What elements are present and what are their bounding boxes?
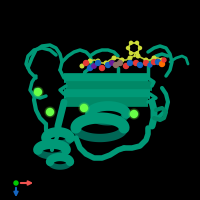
Circle shape xyxy=(96,60,101,66)
Circle shape xyxy=(152,56,156,60)
Circle shape xyxy=(160,62,164,66)
Circle shape xyxy=(80,104,88,112)
Circle shape xyxy=(35,88,42,96)
Circle shape xyxy=(114,62,118,68)
Circle shape xyxy=(33,87,43,97)
Circle shape xyxy=(112,56,116,60)
Circle shape xyxy=(80,64,84,68)
Circle shape xyxy=(46,108,54,116)
Circle shape xyxy=(144,60,148,66)
Circle shape xyxy=(148,63,152,67)
Circle shape xyxy=(96,59,100,63)
Circle shape xyxy=(84,60,88,66)
Circle shape xyxy=(129,109,139,119)
Circle shape xyxy=(130,110,138,117)
Circle shape xyxy=(162,58,166,62)
Circle shape xyxy=(136,41,138,44)
Circle shape xyxy=(134,60,138,66)
Circle shape xyxy=(100,66,104,71)
Circle shape xyxy=(138,46,142,49)
Circle shape xyxy=(88,66,92,71)
Circle shape xyxy=(106,62,110,68)
Circle shape xyxy=(92,64,96,68)
Circle shape xyxy=(14,181,18,185)
Circle shape xyxy=(120,58,124,62)
Circle shape xyxy=(136,52,138,55)
Circle shape xyxy=(138,62,142,68)
Circle shape xyxy=(144,58,148,62)
Circle shape xyxy=(45,107,55,117)
Circle shape xyxy=(79,103,89,113)
Circle shape xyxy=(127,46,130,49)
Circle shape xyxy=(104,61,108,65)
Circle shape xyxy=(88,59,92,63)
Circle shape xyxy=(124,64,128,68)
Circle shape xyxy=(118,60,122,66)
Circle shape xyxy=(130,52,132,55)
Circle shape xyxy=(160,58,164,62)
Circle shape xyxy=(156,60,160,64)
Circle shape xyxy=(128,60,132,66)
Circle shape xyxy=(152,60,156,64)
Circle shape xyxy=(110,61,114,65)
Circle shape xyxy=(128,56,132,60)
Circle shape xyxy=(136,54,140,58)
Circle shape xyxy=(130,41,132,44)
